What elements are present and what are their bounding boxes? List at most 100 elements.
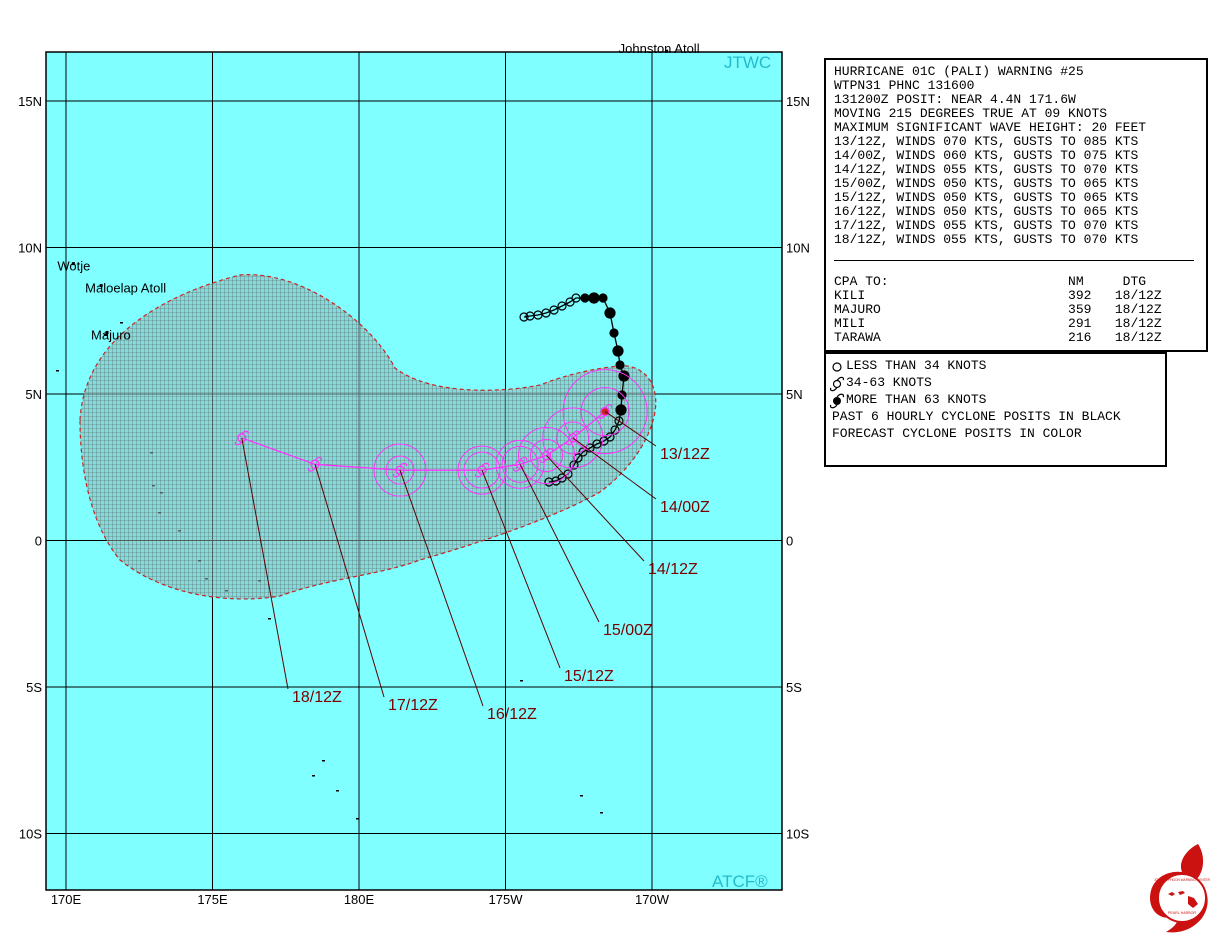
legend-line: 34-63 KNOTS	[846, 375, 932, 390]
past-position-marker	[610, 425, 620, 435]
lat-label-right: 0	[786, 534, 793, 549]
warning-line: 15/12Z, WINDS 050 KTS, GUSTS TO 065 KTS	[834, 190, 1139, 205]
forecast-position-marker	[307, 456, 323, 472]
wind-radius-circle	[580, 387, 630, 437]
wind-radius-circle	[373, 443, 427, 497]
wind-radius-circle	[463, 451, 501, 489]
past-position-marker	[609, 328, 619, 338]
past-position-marker	[605, 432, 615, 442]
warning-line: 18/12Z, WINDS 055 KTS, GUSTS TO 070 KTS	[834, 232, 1139, 247]
lat-label-right: 10S	[786, 827, 809, 842]
island-speck	[56, 370, 59, 372]
island-speck	[120, 322, 123, 324]
jtwc-label: JTWC	[724, 53, 771, 72]
dtg-label: 15/00Z	[603, 622, 653, 639]
island-speck	[600, 812, 603, 814]
island-speck	[520, 680, 523, 682]
forecast-position-marker	[513, 456, 528, 472]
past-position-marker	[544, 477, 554, 487]
lat-label-left: 10N	[18, 241, 42, 256]
warning-line: 13/12Z, WINDS 070 KTS, GUSTS TO 085 KTS	[834, 134, 1139, 149]
warning-line: 17/12Z, WINDS 055 KTS, GUSTS TO 070 KTS	[834, 218, 1139, 233]
island-dot	[665, 49, 669, 53]
wind-radius-circle	[385, 455, 415, 485]
danger-area-hatch	[80, 274, 656, 599]
past-position-marker	[549, 305, 559, 315]
island-speck	[104, 334, 107, 336]
forecast-track	[234, 369, 648, 497]
wind-radius-circle	[562, 369, 648, 455]
past-position-marker	[578, 447, 588, 457]
hawaii-islands-icon	[1168, 891, 1198, 908]
legend-line: MORE THAN 63 KNOTS	[846, 392, 987, 407]
warning-info-box: HURRICANE 01C (PALI) WARNING #25 WTPN31 P…	[824, 58, 1208, 352]
cpa-header: CPA TO: NM DTG	[834, 274, 1147, 289]
legend-box: LESS THAN 34 KNOTS 34-63 KNOTS MORE THAN 6…	[824, 352, 1167, 467]
island-speck	[356, 818, 359, 820]
forecast-position-marker	[234, 430, 249, 446]
lat-label-left: 10S	[19, 827, 42, 842]
forecast-position-marker	[598, 404, 613, 419]
dtg-leader-line	[314, 464, 385, 698]
warning-line: 15/00Z, WINDS 050 KTS, GUSTS TO 065 KTS	[834, 176, 1139, 191]
place-name: Majuro	[91, 327, 131, 342]
lat-label-right: 5S	[786, 680, 802, 695]
danger-area-border	[79, 274, 657, 600]
past-position-marker	[598, 293, 608, 303]
island-speck	[268, 618, 271, 620]
warning-line: 14/00Z, WINDS 060 KTS, GUSTS TO 075 KTS	[834, 148, 1139, 163]
wind-radius-circle	[556, 421, 590, 455]
legend-line: LESS THAN 34 KNOTS	[846, 358, 987, 373]
past-position-marker	[618, 370, 630, 382]
warning-line: WTPN31 PHNC 131600	[834, 78, 975, 93]
warning-line: 131200Z POSIT: NEAR 4.4N 171.6W	[834, 92, 1076, 107]
dtg-leader-line	[481, 469, 561, 669]
wind-radius-circle	[501, 445, 539, 483]
past-track	[519, 292, 630, 487]
cpa-row: MAJURO 359 18/12Z	[834, 302, 1162, 317]
past-position-marker	[580, 293, 590, 303]
dtg-label: 17/12Z	[388, 697, 438, 714]
lon-label: 175E	[197, 892, 228, 907]
warning-line: HURRICANE 01C (PALI) WARNING #25	[834, 64, 1084, 79]
wind-radius-circle	[518, 427, 576, 485]
lon-label: 175W	[489, 892, 524, 907]
dtg-label: 14/12Z	[648, 561, 698, 578]
legend-symbols	[830, 362, 845, 409]
dtg-leader-line	[546, 455, 645, 562]
past-position-marker	[604, 307, 616, 319]
dtg-leader-line	[241, 437, 289, 690]
island-speck	[336, 790, 339, 792]
lat-label-left: 15N	[18, 94, 42, 109]
lat-label-left: 0	[35, 534, 42, 549]
past-position-marker	[565, 297, 575, 307]
past-position-marker	[557, 301, 567, 311]
jtwc-logo: JOINT TYPHOON WARNING CENTER PEARL HARBO…	[1150, 844, 1211, 933]
dtg-leader-line	[399, 470, 484, 707]
lon-label: 180E	[344, 892, 375, 907]
cpa-row: MILI 291 18/12Z	[834, 316, 1162, 331]
dtg-label: 14/00Z	[660, 499, 710, 516]
danger-area	[79, 274, 657, 600]
past-position-marker	[588, 292, 600, 304]
cpa-row: TARAWA 216 18/12Z	[834, 330, 1162, 345]
lat-label-left: 5S	[26, 680, 42, 695]
dtg-label: 16/12Z	[487, 706, 537, 723]
open-circle-icon	[832, 362, 842, 372]
past-position-marker	[615, 404, 627, 416]
cpa-row: KILI 392 18/12Z	[834, 288, 1162, 303]
place-name: Wotje	[57, 259, 90, 274]
forecast-position-marker	[539, 448, 554, 463]
wind-radius-circle	[495, 439, 545, 489]
lat-label-right: 15N	[786, 94, 810, 109]
storm-symbol-icon	[830, 376, 845, 392]
past-position-marker	[612, 345, 624, 357]
forecast-position-marker	[392, 462, 408, 478]
dtg-label: 13/12Z	[660, 446, 710, 463]
lat-label-right: 10N	[786, 241, 810, 256]
lon-label: 170E	[51, 892, 82, 907]
island-dot	[71, 262, 75, 266]
cpa-divider	[834, 260, 1194, 261]
forecast-track-line	[241, 411, 606, 471]
wind-radius-circle	[542, 407, 604, 469]
